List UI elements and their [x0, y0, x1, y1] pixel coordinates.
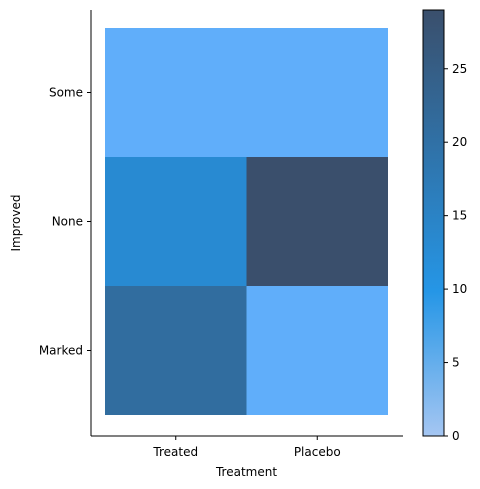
colorbar-tick-label-15: 15: [452, 209, 467, 223]
axes: Treated Placebo Marked None Some Treatment Imp…: [9, 10, 403, 479]
colorbar-tick-label-0: 0: [452, 429, 460, 443]
x-tick-label-placebo: Placebo: [294, 445, 341, 459]
x-axis-label: Treatment: [215, 465, 277, 479]
colorbar-gradient: [422, 9, 445, 437]
heatmap-cell-treated-none: [105, 157, 247, 286]
y-axis-label: Improved: [9, 195, 23, 252]
colorbar: 0 5 10 15 20 25: [422, 9, 467, 443]
heatmap-cells: [105, 28, 388, 415]
y-tick-label-marked: Marked: [39, 344, 83, 358]
heatmap-cell-treated-some: [105, 28, 247, 157]
colorbar-tick-label-25: 25: [452, 62, 467, 76]
colorbar-tick-label-20: 20: [452, 135, 467, 149]
heatmap-cell-treated-marked: [105, 286, 247, 415]
y-tick-label-some: Some: [49, 86, 83, 100]
colorbar-tick-label-10: 10: [452, 282, 467, 296]
heatmap-cell-placebo-none: [246, 157, 388, 286]
y-tick-label-none: None: [52, 215, 83, 229]
heatmap-cell-placebo-marked: [246, 286, 388, 415]
x-tick-label-treated: Treated: [152, 445, 198, 459]
colorbar-tick-label-5: 5: [452, 356, 460, 370]
heatmap-cell-placebo-some: [246, 28, 388, 157]
